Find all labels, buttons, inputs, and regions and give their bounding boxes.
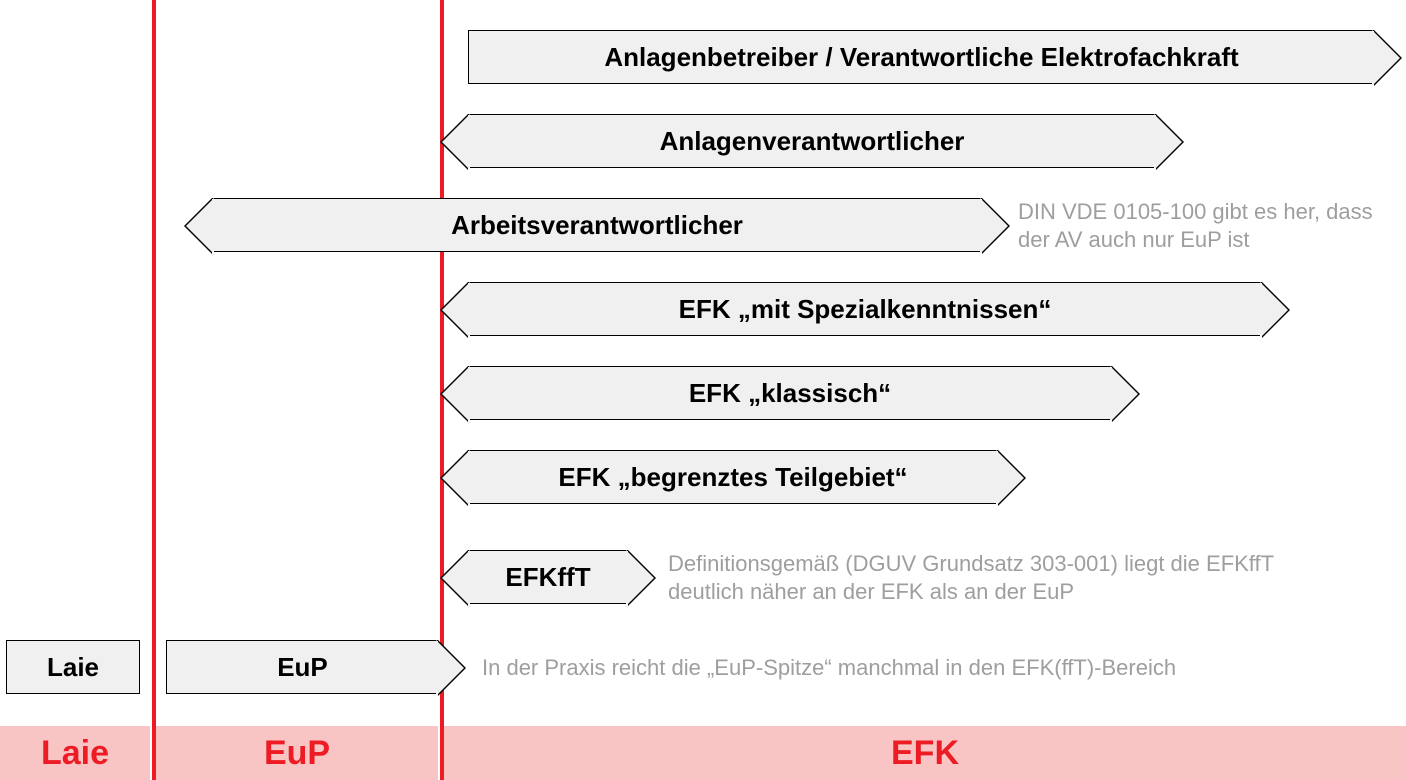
bar-efk_spezial: EFK „mit Spezialkenntnissen“ <box>468 282 1262 336</box>
zone-zone_eup: EuP <box>156 726 438 780</box>
arrow-right-fill-icon <box>436 640 464 696</box>
arrow-left-fill-icon <box>442 282 470 338</box>
bar-label: Anlagenbetreiber / Verantwortliche Elekt… <box>600 42 1242 73</box>
bar-arbeitsverantwortlicher: Arbeitsverantwortlicher <box>212 198 982 252</box>
note-note_av: DIN VDE 0105-100 gibt es her, dass der A… <box>1018 198 1398 253</box>
arrow-right-fill-icon <box>1110 366 1138 422</box>
arrow-right-fill-icon <box>1372 30 1400 86</box>
zone-label: EFK <box>891 734 959 773</box>
arrow-left-fill-icon <box>442 366 470 422</box>
bar-label: Anlagenverantwortlicher <box>656 126 969 157</box>
bar-label: EFK „klassisch“ <box>685 378 895 409</box>
bar-anlagenbetreiber: Anlagenbetreiber / Verantwortliche Elekt… <box>468 30 1374 84</box>
zone-label: EuP <box>264 734 330 773</box>
bar-eup: EuP <box>166 640 438 694</box>
bar-label: EFK „begrenztes Teilgebiet“ <box>554 462 911 493</box>
note-note_efkfft: Definitionsgemäß (DGUV Grundsatz 303-001… <box>668 550 1288 605</box>
bar-efk_teilgebiet: EFK „begrenztes Teilgebiet“ <box>468 450 998 504</box>
bar-label: EFKffT <box>501 562 594 593</box>
arrow-right-fill-icon <box>996 450 1024 506</box>
divider-line-0 <box>152 0 156 780</box>
bar-label: Arbeitsverantwortlicher <box>447 210 747 241</box>
box-laie_box: Laie <box>6 640 140 694</box>
box-label: Laie <box>47 652 99 683</box>
arrow-right-fill-icon <box>980 198 1008 254</box>
note-note_eup: In der Praxis reicht die „EuP-Spitze“ ma… <box>482 654 1382 682</box>
bar-anlagenverantwortlicher: Anlagenverantwortlicher <box>468 114 1156 168</box>
bar-efkfft: EFKffT <box>468 550 628 604</box>
arrow-right-fill-icon <box>1260 282 1288 338</box>
zone-zone_laie: Laie <box>0 726 150 780</box>
arrow-left-fill-icon <box>442 114 470 170</box>
arrow-right-fill-icon <box>1154 114 1182 170</box>
zone-zone_efk: EFK <box>444 726 1406 780</box>
zone-label: Laie <box>41 734 109 773</box>
arrow-left-fill-icon <box>186 198 214 254</box>
bar-label: EFK „mit Spezialkenntnissen“ <box>675 294 1056 325</box>
arrow-left-fill-icon <box>442 450 470 506</box>
bar-efk_klassisch: EFK „klassisch“ <box>468 366 1112 420</box>
bar-label: EuP <box>273 652 332 683</box>
arrow-left-fill-icon <box>442 550 470 606</box>
arrow-right-fill-icon <box>626 550 654 606</box>
